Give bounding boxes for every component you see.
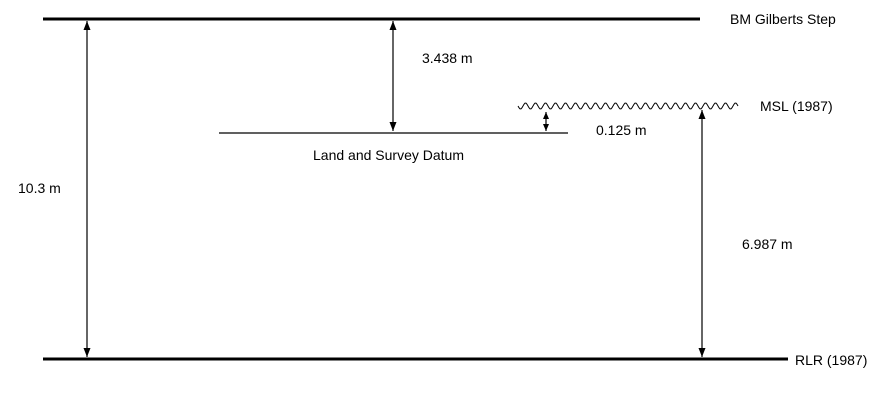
msl-wave-line — [517, 102, 739, 110]
land-datum-label: Land and Survey Datum — [313, 147, 464, 163]
bm-to-land-datum-value: 3.438 m — [422, 50, 473, 66]
land-datum-to-msl-value: 0.125 m — [596, 122, 647, 138]
bm-to-rlr-value: 10.3 m — [18, 180, 61, 196]
bm-label: BM Gilberts Step — [730, 11, 836, 27]
msl-label: MSL (1987) — [760, 98, 833, 114]
rlr-label: RLR (1987) — [795, 352, 867, 368]
msl-to-rlr-value: 6.987 m — [742, 236, 793, 252]
